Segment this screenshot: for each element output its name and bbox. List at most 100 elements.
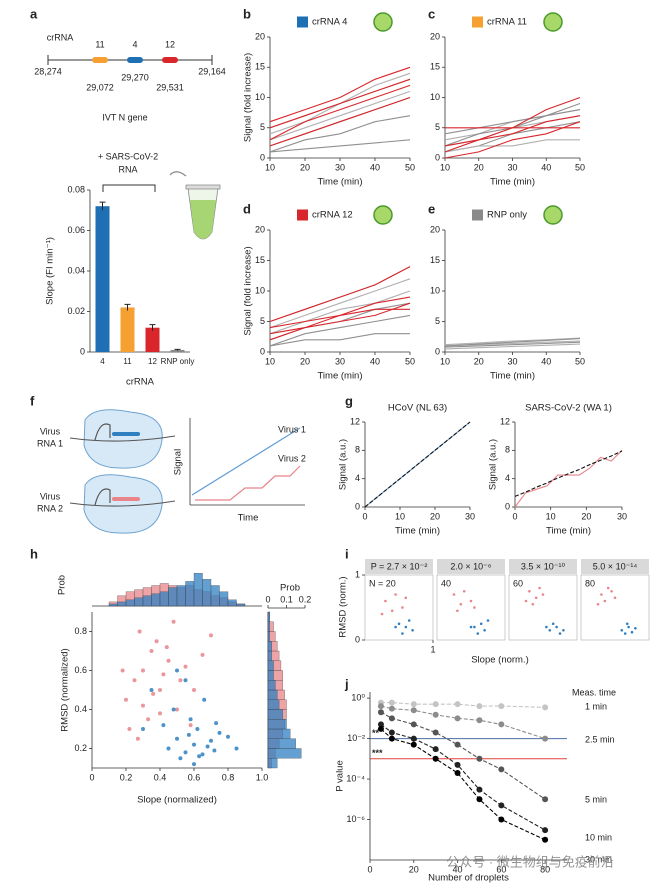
line bbox=[444, 139, 580, 153]
x-axis-label: Number of droplets bbox=[428, 873, 509, 884]
point bbox=[183, 750, 188, 755]
x-tick-label: 20 bbox=[300, 162, 310, 172]
x-axis-label: Time (min) bbox=[546, 526, 591, 537]
point bbox=[603, 599, 607, 603]
point bbox=[476, 796, 483, 803]
y-tick-label: 10⁻⁶ bbox=[347, 814, 366, 824]
header-box bbox=[509, 559, 577, 574]
point bbox=[175, 736, 179, 741]
point bbox=[200, 752, 205, 757]
x-tick-label: 10 bbox=[440, 162, 450, 172]
reaction-label: + SARS-CoV-2 bbox=[98, 151, 158, 161]
point bbox=[166, 658, 171, 663]
line bbox=[269, 314, 411, 347]
n-label: N = 20 bbox=[369, 578, 396, 588]
hist-bar bbox=[267, 758, 278, 769]
point bbox=[188, 717, 193, 722]
y-tick-label: 5 bbox=[260, 122, 265, 132]
gene-coordinate: 29,072 bbox=[86, 82, 114, 92]
y-axis-label: Signal (fold increase) bbox=[243, 246, 254, 335]
point bbox=[388, 729, 395, 736]
point bbox=[542, 796, 549, 803]
point bbox=[548, 628, 552, 632]
hist-bar bbox=[267, 689, 278, 700]
line bbox=[269, 290, 411, 335]
point bbox=[186, 732, 191, 737]
legend-label: 5 min bbox=[585, 794, 607, 804]
hist-bar bbox=[267, 719, 287, 730]
x-tick-label: 20 bbox=[430, 511, 440, 521]
error-bar bbox=[149, 324, 156, 331]
line-label: Virus 1 bbox=[278, 424, 306, 434]
gene-coordinate: 29,270 bbox=[121, 72, 149, 82]
point bbox=[558, 632, 562, 635]
panel-frame bbox=[508, 574, 578, 641]
y-tick-label: 20 bbox=[430, 31, 440, 41]
point bbox=[562, 628, 565, 632]
x-tick-label: 0.4 bbox=[154, 772, 167, 782]
point bbox=[630, 630, 634, 634]
x-tick-label: 60 bbox=[496, 864, 506, 874]
hist-bar bbox=[159, 591, 169, 607]
x-axis-label: Time (min) bbox=[490, 177, 535, 188]
point bbox=[209, 633, 213, 638]
point bbox=[212, 748, 217, 753]
point bbox=[377, 703, 384, 710]
gene-coordinate: 29,531 bbox=[156, 82, 184, 92]
virus-label: RNA 2 bbox=[37, 503, 63, 513]
point bbox=[195, 727, 200, 731]
point bbox=[476, 703, 483, 710]
x-tick-label: 30 bbox=[617, 511, 627, 521]
panel-label: a bbox=[30, 6, 38, 21]
threshold-label: *** bbox=[372, 748, 383, 758]
point bbox=[469, 625, 473, 629]
line bbox=[269, 96, 411, 147]
x-tick-label: 0.6 bbox=[188, 772, 201, 782]
point bbox=[120, 668, 125, 673]
point bbox=[483, 628, 486, 632]
y-tick-label: 5 bbox=[435, 316, 440, 326]
line bbox=[444, 121, 581, 159]
panel-frame bbox=[436, 574, 506, 641]
point bbox=[146, 717, 151, 722]
point bbox=[486, 619, 490, 622]
gene-coordinate: 28,274 bbox=[34, 66, 62, 76]
point bbox=[476, 717, 483, 724]
point bbox=[610, 589, 613, 593]
y-axis-label: Signal bbox=[173, 449, 184, 475]
hist-bar bbox=[267, 660, 274, 671]
x-tick-label: 80 bbox=[540, 864, 550, 874]
y-tick-label: 0.4 bbox=[74, 704, 87, 714]
point bbox=[454, 761, 461, 768]
y-tick-label: 0.6 bbox=[74, 665, 87, 675]
y-tick-label: 20 bbox=[430, 224, 440, 234]
point bbox=[158, 711, 162, 716]
point bbox=[166, 746, 171, 751]
cell-icon bbox=[543, 12, 563, 32]
y-tick-label: 20 bbox=[255, 224, 265, 234]
x-tick-label: 0 bbox=[512, 511, 517, 521]
panel-label: e bbox=[428, 201, 435, 216]
y-tick-label: 15 bbox=[430, 62, 440, 72]
line bbox=[380, 705, 546, 740]
point bbox=[217, 730, 222, 735]
point bbox=[164, 645, 169, 650]
point bbox=[200, 652, 205, 657]
hist-bar bbox=[108, 603, 118, 607]
point bbox=[411, 628, 414, 632]
hist-bar bbox=[267, 709, 283, 720]
y-tick-label: 8 bbox=[355, 445, 360, 455]
hist-bar bbox=[193, 573, 203, 607]
point bbox=[473, 606, 476, 609]
line bbox=[269, 66, 411, 123]
point bbox=[498, 802, 505, 809]
panel-frame bbox=[364, 574, 434, 641]
point bbox=[542, 735, 549, 742]
point bbox=[149, 688, 154, 692]
x-axis-label: Slope (normalized) bbox=[137, 795, 217, 806]
point bbox=[623, 632, 627, 635]
x-tick-label: 20 bbox=[409, 864, 419, 874]
point bbox=[214, 721, 219, 726]
panel-title: RNP only bbox=[487, 210, 527, 221]
